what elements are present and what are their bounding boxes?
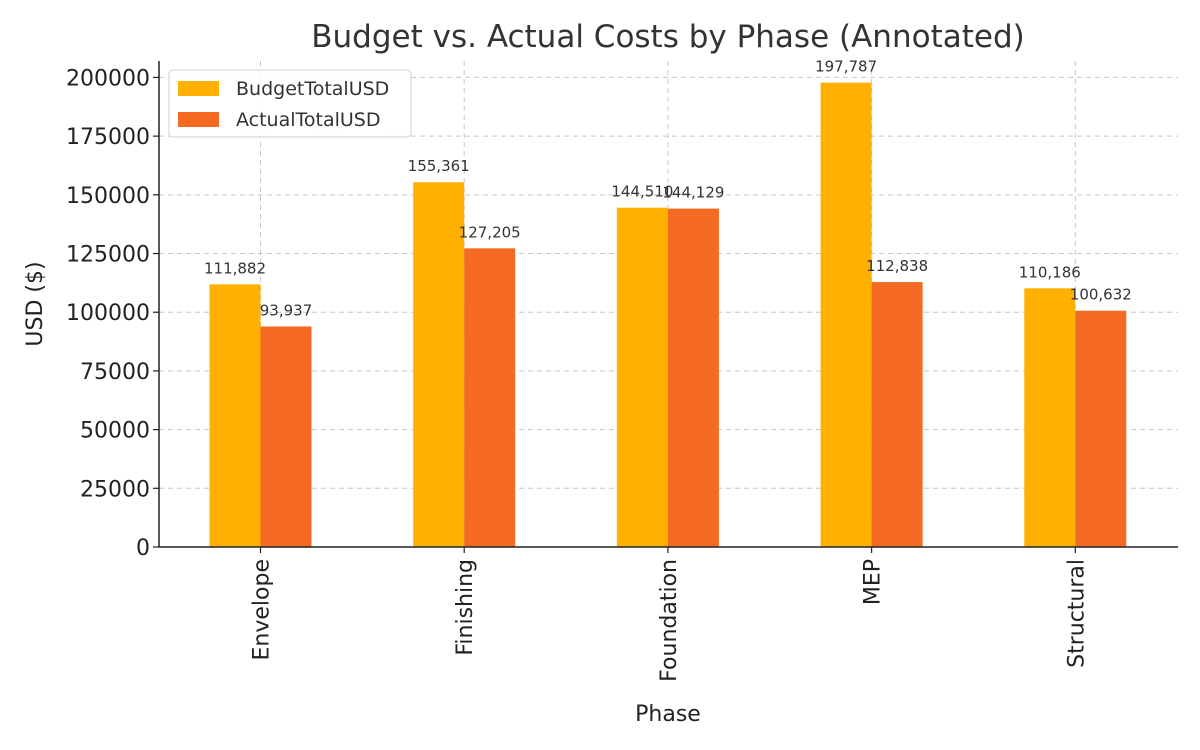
y-tick-label: 0	[136, 536, 150, 561]
legend-label: ActualTotalUSD	[236, 109, 381, 131]
x-tick-label: Finishing	[453, 559, 478, 656]
y-tick-label: 75000	[80, 360, 150, 385]
axes: 0 25000 50000 75000 100000 125000 150000 175000…	[66, 61, 1178, 682]
bar-BudgetTotalUSD-MEP	[820, 82, 872, 547]
data-label: 111,882	[204, 259, 266, 277]
data-label: 110,186	[1019, 263, 1081, 281]
y-tick-label: 200000	[66, 66, 150, 91]
legend-frame	[168, 69, 412, 138]
data-label: 127,205	[459, 223, 521, 241]
data-label: 112,838	[866, 257, 928, 275]
y-tick-label: 25000	[80, 477, 150, 502]
legend-swatch	[178, 112, 219, 127]
bar-BudgetTotalUSD-Structural	[1024, 288, 1076, 547]
legend-swatch	[178, 81, 219, 96]
bar-BudgetTotalUSD-Foundation	[616, 207, 668, 548]
data-labels: 111,882 155,361 144,510 197,787 110,186 93,93…	[204, 58, 1132, 320]
data-label: 197,787	[815, 58, 877, 76]
bar-BudgetTotalUSD-Finishing	[413, 182, 465, 548]
data-label: 144,510	[611, 183, 673, 201]
x-axis-label: Phase	[635, 702, 701, 727]
y-axis-label: USD ($)	[23, 261, 48, 346]
legend: BudgetTotalUSD ActualTotalUSD	[168, 69, 412, 138]
x-tick-label: MEP	[861, 559, 886, 605]
y-tick-label: 150000	[66, 184, 150, 209]
y-tick-label: 125000	[66, 243, 150, 268]
data-label: 144,129	[662, 184, 724, 202]
y-tick-label: 50000	[80, 419, 150, 444]
x-tick-label: Structural	[1064, 559, 1089, 668]
bar-ActualTotalUSD-Structural	[1075, 310, 1127, 547]
bars	[209, 82, 1127, 548]
chart-title: Budget vs. Actual Costs by Phase (Annota…	[311, 19, 1024, 55]
y-tick-label: 100000	[66, 301, 150, 326]
bar-BudgetTotalUSD-Envelope	[209, 284, 261, 547]
bar-ActualTotalUSD-MEP	[871, 282, 923, 547]
data-label: 93,937	[260, 301, 313, 319]
x-tick-label: Envelope	[250, 559, 275, 660]
legend-label: BudgetTotalUSD	[236, 78, 389, 100]
y-tick-label: 175000	[66, 125, 150, 150]
bar-ActualTotalUSD-Foundation	[667, 208, 719, 547]
bar-ActualTotalUSD-Finishing	[464, 248, 516, 547]
data-label: 100,632	[1070, 286, 1132, 304]
data-label: 155,361	[408, 157, 470, 175]
x-tick-label: Foundation	[657, 559, 682, 682]
bar-ActualTotalUSD-Envelope	[260, 326, 312, 547]
